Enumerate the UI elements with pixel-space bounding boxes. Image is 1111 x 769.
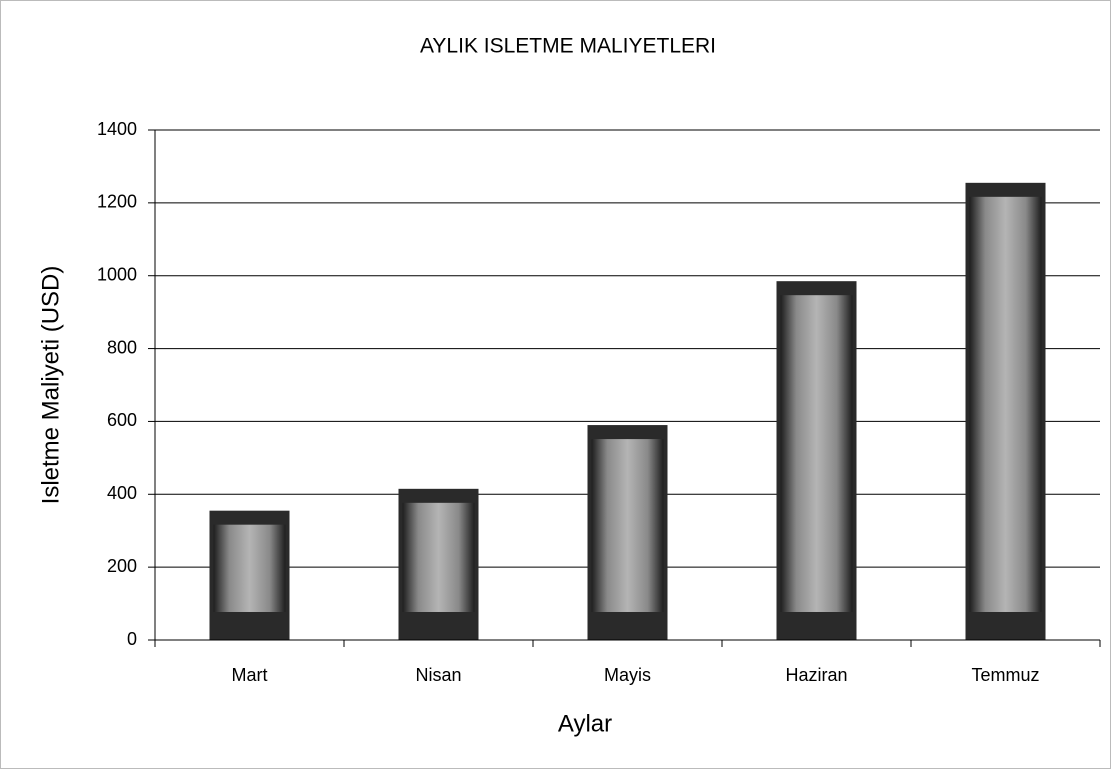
x-tick-label: Haziran xyxy=(785,665,847,685)
y-tick-label: 600 xyxy=(107,410,137,430)
y-tick-label: 800 xyxy=(107,337,137,357)
bar xyxy=(587,425,668,640)
x-axis-label: Aylar xyxy=(558,710,612,737)
y-tick-label: 1200 xyxy=(97,192,137,212)
y-tick-label: 400 xyxy=(107,483,137,503)
bar xyxy=(398,488,479,640)
bar xyxy=(209,510,290,640)
chart-title: AYLIK ISLETME MALIYETLERI xyxy=(420,35,716,58)
x-tick-label: Nisan xyxy=(415,665,461,685)
y-axis-label: Isletme Maliyeti (USD) xyxy=(37,266,64,505)
bar xyxy=(965,182,1046,641)
y-tick-label: 0 xyxy=(127,629,137,649)
y-tick-label: 200 xyxy=(107,556,137,576)
x-tick-label: Temmuz xyxy=(971,665,1039,685)
y-tick-label: 1000 xyxy=(97,264,137,284)
y-tick-label: 1400 xyxy=(97,119,137,139)
bar xyxy=(776,281,857,640)
x-tick-label: Mart xyxy=(232,665,268,685)
x-tick-label: Mayis xyxy=(604,665,651,685)
